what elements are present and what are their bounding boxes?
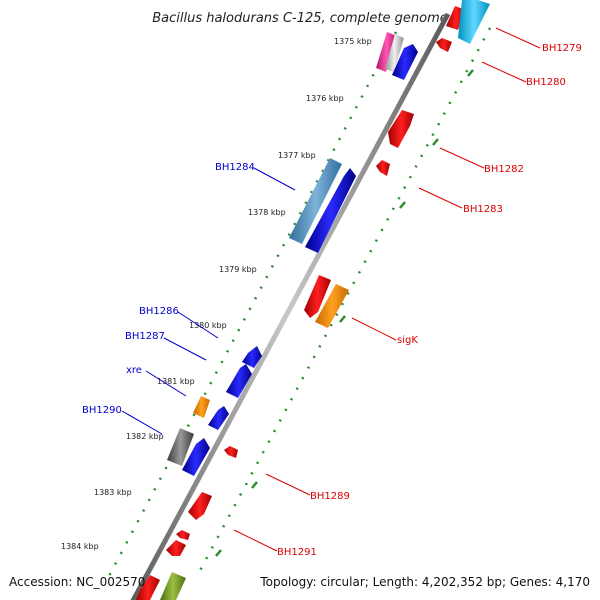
gene-feature[interactable] [376, 32, 397, 72]
gene-label-sigk[interactable]: sigK [397, 335, 418, 346]
gene-feature[interactable] [305, 168, 356, 253]
gene-feature-bh1287[interactable] [226, 364, 252, 398]
gene-feature-bh1289[interactable] [188, 492, 212, 520]
kbp-scale-track [106, 31, 398, 579]
gene-label-xre[interactable]: xre [126, 365, 142, 376]
accession-text: Accession: NC_002570 [9, 575, 145, 589]
forward-label-leaders [121, 167, 296, 435]
gene-feature-sigk[interactable] [315, 284, 349, 328]
gene-feature-bh1286[interactable] [242, 346, 262, 368]
kbp-label: 1376 kbp [306, 94, 344, 103]
gene-label-bh1283[interactable]: BH1283 [463, 204, 503, 215]
gene-label-bh1290[interactable]: BH1290 [82, 405, 122, 416]
gene-label-bh1291[interactable]: BH1291 [277, 547, 317, 558]
gene-feature-bh1279[interactable] [458, 0, 490, 44]
gene-feature[interactable] [304, 275, 331, 318]
gene-feature-xre[interactable] [193, 396, 210, 418]
gene-feature[interactable] [136, 575, 160, 600]
kbp-label: 1380 kbp [189, 321, 227, 330]
kbp-label: 1375 kbp [334, 37, 372, 46]
kbp-label: 1379 kbp [219, 265, 257, 274]
gene-feature-bh1280[interactable] [436, 38, 452, 52]
gene-feature-bh1290[interactable] [167, 428, 194, 466]
reverse-label-leaders [233, 27, 541, 552]
gene-label-bh1282[interactable]: BH1282 [484, 164, 524, 175]
gene-feature[interactable] [385, 34, 404, 72]
reverse-track-marks [215, 69, 474, 557]
map-title: Bacillus halodurans C-125, complete geno… [152, 11, 448, 26]
kbp-label: 1377 kbp [278, 151, 316, 160]
gene-feature[interactable] [182, 438, 210, 476]
gene-feature[interactable] [224, 446, 238, 458]
kbp-label: 1382 kbp [126, 432, 164, 441]
gene-feature-bh1283[interactable] [376, 160, 390, 176]
gene-label-bh1289[interactable]: BH1289 [310, 491, 350, 502]
gene-feature[interactable] [208, 406, 229, 430]
gene-label-bh1279[interactable]: BH1279 [542, 43, 582, 54]
kbp-label: 1384 kbp [61, 542, 99, 551]
chromosome-backbone [130, 12, 451, 600]
gene-feature[interactable] [392, 44, 418, 80]
gene-feature[interactable] [176, 530, 190, 540]
gene-label-bh1284[interactable]: BH1284 [215, 162, 255, 173]
gene-label-bh1280[interactable]: BH1280 [526, 77, 566, 88]
kbp-label: 1378 kbp [248, 208, 286, 217]
gene-feature-bh1284[interactable] [289, 158, 342, 244]
topology-text: Topology: circular; Length: 4,202,352 bp… [259, 575, 590, 589]
gene-feature-bh1291[interactable] [166, 540, 186, 556]
kbp-label: 1381 kbp [157, 377, 195, 386]
gene-feature-bh1282[interactable] [388, 110, 414, 148]
gene-label-bh1286[interactable]: BH1286 [139, 306, 179, 317]
gene-feature[interactable] [160, 572, 186, 600]
kbp-label: 1383 kbp [94, 488, 132, 497]
gene-label-bh1287[interactable]: BH1287 [125, 331, 165, 342]
